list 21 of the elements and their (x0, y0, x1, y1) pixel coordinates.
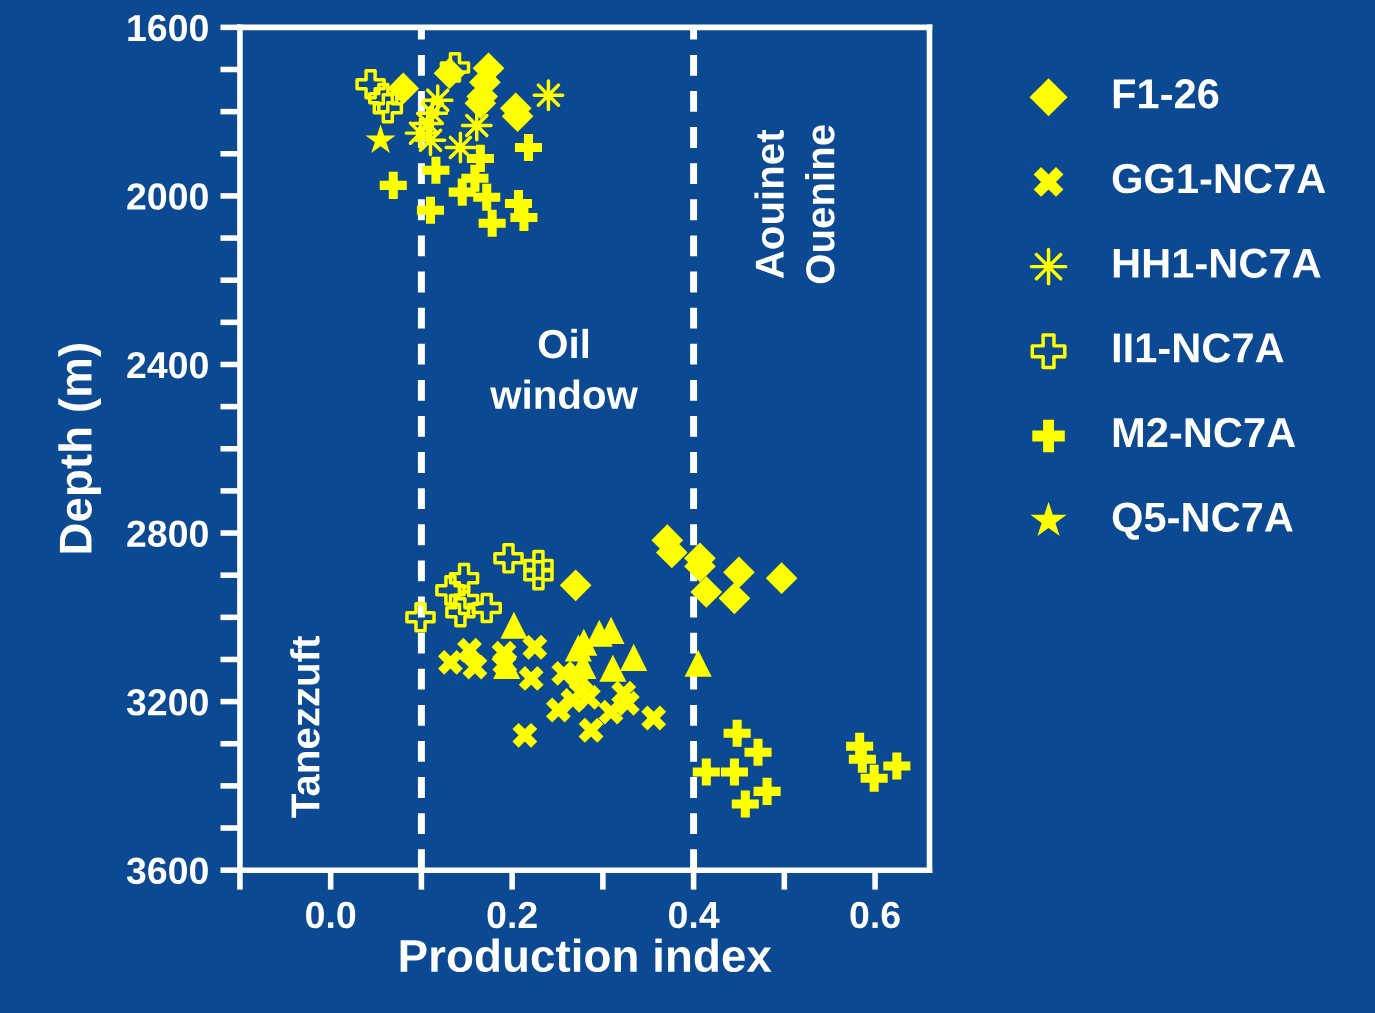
legend-label: Q5-NC7A (1112, 502, 1293, 540)
legend-label: M2-NC7A (1113, 417, 1296, 448)
y-axis-title: Depth (m) (58, 344, 101, 553)
y-tick-label: 1600 (128, 14, 208, 42)
annotation: Tanezzuft (290, 636, 320, 818)
annotation: Oil window (490, 328, 638, 410)
y-tick-label: 2800 (127, 520, 208, 547)
annotation: Aouinet Ouenine (754, 125, 835, 284)
y-tick-label: 3600 (126, 857, 208, 885)
legend-label: HH1-NC7A (1113, 248, 1321, 278)
x-tick-label: 0.0 (306, 901, 356, 929)
x-tick-label: 0.6 (850, 901, 900, 929)
legend-label: II1-NC7A (1113, 333, 1284, 363)
x-axis-title: Production index (400, 938, 772, 973)
y-tick-label: 3200 (126, 689, 208, 716)
y-tick-label: 2000 (127, 183, 208, 210)
legend-label: F1-26 (1113, 79, 1219, 109)
legend-label: GG1-NC7A (1112, 163, 1326, 194)
y-tick-label: 2400 (127, 351, 208, 379)
x-tick-label: 0.4 (669, 901, 720, 929)
x-tick-label: 0.2 (487, 901, 537, 929)
